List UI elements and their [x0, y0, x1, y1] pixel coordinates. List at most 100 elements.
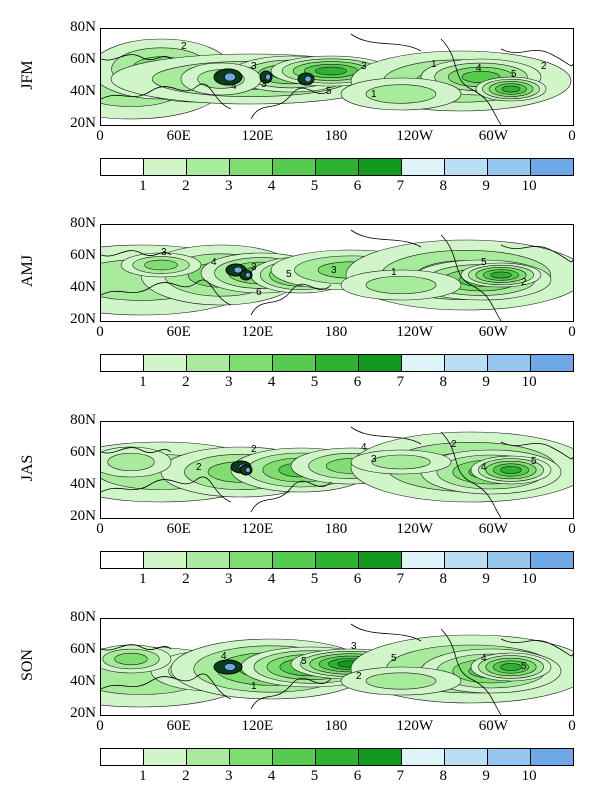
colorbar-segment	[316, 552, 359, 568]
colorbar-segment	[402, 159, 445, 175]
lon-tick-label: 120E	[241, 718, 274, 734]
coastline	[350, 229, 422, 248]
coastline	[101, 476, 232, 503]
contour-band	[365, 84, 437, 104]
lon-tick-label: 0	[96, 128, 104, 144]
colorbar-tick-label: 5	[310, 374, 319, 390]
colorbar-segment	[531, 749, 573, 765]
contour-map-svg: 3 4 3 5 3 1 5 2 6	[101, 229, 573, 321]
contour-band	[144, 259, 178, 271]
colorbar-tick-label: 3	[224, 178, 233, 194]
colorbar-tick-label: 4	[267, 374, 276, 390]
coastline	[101, 250, 172, 257]
colorbar-tick-label: 8	[439, 571, 448, 587]
lat-tick-label: 80N	[70, 609, 96, 625]
colorbar-tick-label: 4	[267, 768, 276, 784]
season-label: AMJ	[19, 255, 36, 288]
colorbar-tick-label: 6	[353, 178, 362, 194]
contour-band	[107, 452, 155, 472]
colorbar	[100, 748, 574, 766]
contour-map: 4 5 3 5 4 5 2 1	[100, 618, 574, 716]
lon-tick-label: 0	[568, 521, 576, 537]
colorbar-tick-label: 3	[224, 374, 233, 390]
colorbar-tick-label: 6	[353, 374, 362, 390]
colorbar-tick-label: 9	[482, 768, 490, 784]
colorbar-segment	[445, 749, 488, 765]
contour-map-svg: 4 5 3 5 4 5 2 1	[101, 623, 573, 715]
contour-core-peak	[265, 73, 271, 81]
colorbar-segment	[273, 749, 316, 765]
colorbar-tick-label: 2	[182, 374, 190, 390]
lon-tick-label: 60W	[478, 521, 508, 537]
contour-label: 2	[196, 462, 202, 473]
contour-label: 2	[521, 277, 527, 288]
colorbar-tick-label: 3	[224, 571, 233, 587]
lat-tick-label: 40N	[70, 476, 96, 492]
colorbar-tick-label: 2	[182, 571, 190, 587]
contour-label: 1	[431, 59, 437, 70]
contour-band	[315, 66, 347, 76]
colorbar-segment	[445, 355, 488, 371]
lon-tick-label: 60E	[166, 128, 191, 144]
lat-tick-label: 80N	[70, 412, 96, 428]
coastline	[500, 638, 573, 657]
colorbar-tick-label: 7	[396, 374, 405, 390]
map-panel-amj: AMJ 80N 60N 40N 20N 3 4 3 5 3 1 5 2 6 0 60E 120E 180 120W 6…	[0, 196, 600, 390]
contour-label: 5	[391, 653, 397, 664]
contour-label: 3	[351, 641, 357, 652]
coastline	[101, 673, 232, 700]
contour-label: 5	[511, 69, 517, 80]
colorbar-segment	[488, 159, 531, 175]
coastline	[350, 426, 422, 445]
colorbar-segment	[531, 552, 573, 568]
lon-tick-label: 120E	[241, 128, 274, 144]
contour-label: 2	[541, 61, 547, 72]
colorbar-tick-label: 3	[224, 768, 233, 784]
colorbar-tick-label: 5	[310, 768, 319, 784]
contour-label: 5	[301, 656, 307, 667]
lat-tick-label: 40N	[70, 673, 96, 689]
colorbar-segment	[488, 552, 531, 568]
contour-label: 4	[481, 653, 487, 664]
lon-tick-label: 180	[324, 718, 348, 734]
coastline	[350, 33, 422, 52]
colorbar-segment	[187, 355, 230, 371]
contour-label: 5	[481, 257, 487, 268]
contour-label: 4	[221, 651, 227, 662]
map-panel-son: SON 80N 60N 40N 20N 4 5 3 5 4 5 2 1 0 60E 120E 180 120W 60…	[0, 590, 600, 784]
lon-tick-label: 0	[96, 324, 104, 340]
contour-label: 2	[251, 444, 257, 455]
colorbar-segment	[101, 552, 144, 568]
colorbar-segment	[488, 355, 531, 371]
colorbar-segment	[402, 749, 445, 765]
contour-map-svg: 2 3 4 3 5 3 1 4 5 2 1	[101, 33, 573, 125]
contour-core-peak	[224, 663, 236, 671]
contour-band	[500, 466, 522, 474]
contour-label: 4	[211, 257, 217, 268]
colorbar-tick-label: 2	[182, 768, 190, 784]
colorbar-tick-label: 10	[521, 178, 537, 194]
colorbar-segment	[230, 552, 273, 568]
contour-band	[371, 454, 431, 470]
lat-tick-label: 40N	[70, 83, 96, 99]
lon-tick-label: 120W	[396, 324, 433, 340]
colorbar-tick-label: 1	[139, 178, 147, 194]
coastline	[101, 279, 232, 306]
lon-tick-label: 120E	[241, 521, 274, 537]
colorbar	[100, 158, 574, 176]
colorbar-segment	[445, 552, 488, 568]
lon-tick-label: 0	[568, 718, 576, 734]
lon-tick-label: 0	[568, 128, 576, 144]
contour-core-peak	[245, 467, 251, 473]
coastline	[101, 83, 232, 110]
colorbar-segment	[187, 749, 230, 765]
contour-label: 5	[326, 86, 332, 97]
contour-label: 4	[476, 63, 482, 74]
lon-tick-label: 120W	[396, 718, 433, 734]
contour-band	[500, 663, 522, 671]
lon-tick-label: 60E	[166, 521, 191, 537]
coastline	[101, 54, 172, 61]
contour-core-peak	[304, 75, 312, 83]
coastline	[440, 234, 502, 321]
contour-core-peak	[233, 266, 243, 274]
